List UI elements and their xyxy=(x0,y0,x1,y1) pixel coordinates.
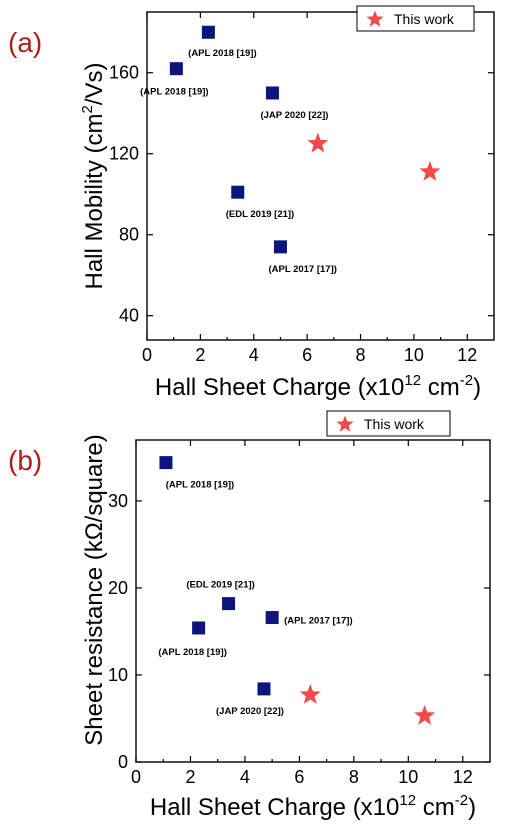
data-point-square xyxy=(169,62,183,76)
data-point-square xyxy=(273,240,287,254)
point-annotation: (APL 2017 [17]) xyxy=(284,616,352,627)
data-point-square xyxy=(257,682,271,696)
y-axis-title: Sheet resistance (kΩ/square) xyxy=(81,434,108,745)
data-point-star xyxy=(307,132,329,153)
panel-label: (a) xyxy=(8,27,42,58)
y-axis-title: Hall Mobility (cm2/Vs) xyxy=(79,62,108,289)
y-tick-label: 120 xyxy=(109,144,139,164)
x-tick-label: 2 xyxy=(195,345,205,365)
data-point-square xyxy=(231,185,245,199)
data-point-square xyxy=(265,86,279,100)
data-point-star xyxy=(299,683,321,704)
point-annotation: (EDL 2019 [21]) xyxy=(226,209,294,220)
legend: This work xyxy=(356,5,475,32)
plot-frame xyxy=(146,11,495,341)
x-tick-label: 4 xyxy=(240,767,250,787)
y-tick-label: 80 xyxy=(119,225,139,245)
y-tick-label: 30 xyxy=(108,491,128,511)
panel-label: (b) xyxy=(8,445,42,476)
x-tick-label: 12 xyxy=(457,345,477,365)
legend-label: This work xyxy=(364,416,425,432)
x-tick-label: 10 xyxy=(404,345,424,365)
x-axis-title: Hall Sheet Charge (x1012 cm-2) xyxy=(150,792,476,821)
x-tick-label: 0 xyxy=(142,345,152,365)
point-annotation: (JAP 2020 [22]) xyxy=(260,110,328,121)
point-annotation: (APL 2017 [17]) xyxy=(268,264,336,275)
y-tick-label: 40 xyxy=(119,306,139,326)
legend-star-marker xyxy=(336,415,354,432)
x-tick-label: 0 xyxy=(131,767,141,787)
y-tick-label: 20 xyxy=(108,578,128,598)
legend: This work xyxy=(326,410,451,437)
data-point-star xyxy=(419,160,441,181)
plot-frame xyxy=(135,439,491,763)
legend-label: This work xyxy=(394,11,455,27)
x-tick-label: 12 xyxy=(453,767,473,787)
point-annotation: (APL 2018 [19]) xyxy=(158,647,226,658)
point-annotation: (APL 2018 [19]) xyxy=(166,480,234,491)
x-tick-label: 4 xyxy=(249,345,259,365)
point-annotation: (JAP 2020 [22]) xyxy=(216,706,284,717)
data-point-square xyxy=(192,621,206,635)
x-tick-label: 6 xyxy=(302,345,312,365)
point-annotation: (APL 2018 [19]) xyxy=(140,87,208,98)
chart-panel-b: 0 2 4 6 8 10 12 0 10 20 30 (b) Hall Sheet Charge (x1… xyxy=(8,410,491,821)
y-tick-label: 10 xyxy=(108,665,128,685)
point-annotation: (APL 2018 [19]) xyxy=(188,48,256,59)
y-tick-label: 160 xyxy=(109,63,139,83)
data-point-square xyxy=(265,611,279,625)
legend-star-marker xyxy=(366,10,384,27)
data-point-square xyxy=(159,456,173,470)
x-tick-label: 8 xyxy=(349,767,359,787)
x-tick-label: 6 xyxy=(294,767,304,787)
x-tick-label: 2 xyxy=(185,767,195,787)
x-tick-label: 8 xyxy=(356,345,366,365)
x-tick-label: 10 xyxy=(398,767,418,787)
point-annotation: (EDL 2019 [21]) xyxy=(186,580,254,591)
data-point-square xyxy=(201,25,215,39)
chart-panel-a: 0 2 4 6 8 10 12 40 80 120 160 (a) Hall Sheet Charge … xyxy=(8,5,495,401)
y-tick-label: 0 xyxy=(118,752,128,772)
x-axis-title: Hall Sheet Charge (x1012 cm-2) xyxy=(155,372,481,401)
data-point-square xyxy=(222,597,236,611)
data-point-star xyxy=(414,704,436,725)
